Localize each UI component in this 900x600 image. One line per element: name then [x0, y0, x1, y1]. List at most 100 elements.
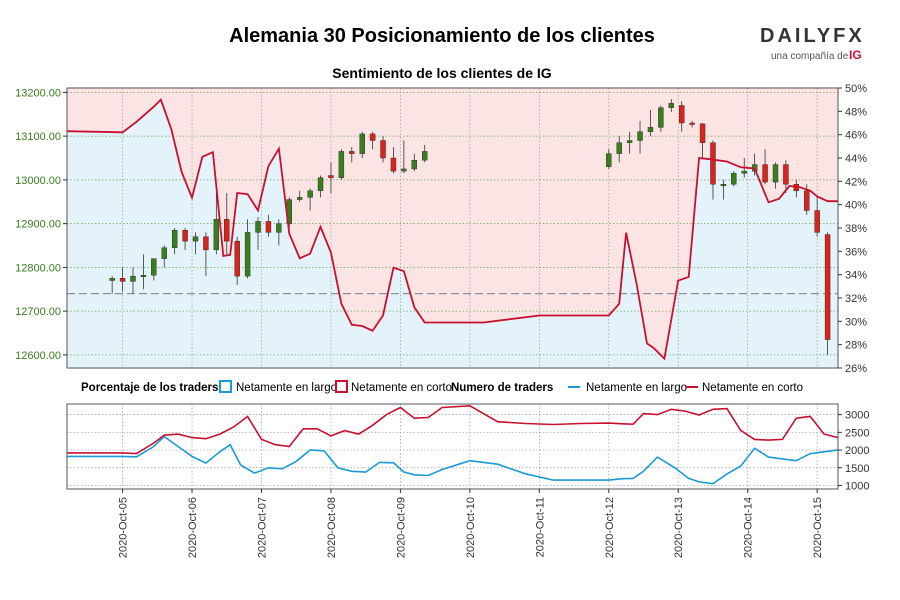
candle-body — [171, 229, 178, 248]
candle-down — [369, 131, 376, 150]
right-tick-label: 36% — [845, 246, 867, 258]
candle-body — [720, 184, 727, 186]
candle-down — [710, 140, 716, 200]
candle-body — [255, 221, 261, 233]
left-tick-label: 13000.00 — [15, 175, 61, 187]
legend: Porcentaje de los traders Netamente en l… — [81, 380, 803, 394]
candle-up — [130, 267, 136, 294]
right-tick-label: 28% — [845, 340, 867, 352]
candle-up — [668, 98, 674, 113]
left-tick-label: 12900.00 — [15, 219, 61, 231]
candle-body — [349, 151, 355, 154]
right-tick-label: 48% — [845, 106, 867, 118]
candle-body — [161, 247, 167, 259]
candle-down — [679, 101, 685, 132]
candle-body — [359, 133, 365, 154]
candle-body — [369, 133, 376, 141]
sentiment-areas — [67, 88, 838, 368]
candle-body — [224, 219, 230, 242]
candle-up — [307, 188, 313, 211]
candle-down — [380, 136, 386, 163]
candle-body — [203, 236, 209, 251]
candle-body — [647, 127, 654, 132]
candle-up — [338, 149, 345, 180]
x-axis-ticks: 2020-Oct-05 2020-Oct-06 2020-Oct-07 2020-Oc… — [118, 489, 824, 558]
candle-down — [762, 149, 768, 185]
left-tick-label: 12800.00 — [15, 262, 61, 274]
candle-down — [203, 232, 209, 277]
left-tick-label: 12600.00 — [15, 350, 61, 362]
candle-up — [411, 153, 417, 172]
legend-pct-short-swatch — [335, 380, 348, 393]
candle-body — [338, 151, 345, 178]
candle-up — [161, 245, 167, 268]
candle-body — [804, 190, 810, 211]
candle-down — [689, 120, 695, 128]
candle-up — [720, 179, 727, 200]
candle-up — [359, 131, 365, 158]
candle-body — [668, 103, 674, 108]
right-tick-label: 42% — [845, 176, 867, 188]
candle-up — [606, 149, 612, 169]
sentiment-line — [66, 98, 838, 361]
left-tick-label: 13100.00 — [15, 131, 61, 143]
legend-num-long: Netamente en largo — [586, 382, 687, 394]
candle-body — [380, 140, 386, 159]
traders-short-line — [67, 404, 839, 455]
low-tick-label: 1500 — [845, 463, 869, 475]
candle-up — [151, 258, 157, 281]
chart-title: Alemania 30 Posicionamiento de los clien… — [229, 25, 655, 47]
x-tick-label: 2020-Oct-12 — [604, 497, 616, 558]
candle-body — [213, 219, 220, 251]
candle-body — [307, 190, 313, 198]
candle-up — [401, 140, 407, 174]
x-tick-label: 2020-Oct-07 — [256, 497, 268, 558]
candle-body — [182, 229, 188, 242]
candle-down — [349, 147, 355, 163]
candle-body — [140, 275, 147, 277]
candle-body — [699, 123, 706, 143]
candle-body — [679, 105, 685, 124]
candle-body — [401, 168, 407, 172]
candle-up — [772, 162, 779, 189]
left-axis-ticks: 12600.00 12700.00 12800.00 12900.00 13000.00… — [15, 87, 67, 362]
candle-body — [689, 122, 695, 125]
candle-body — [606, 153, 612, 167]
candle-body — [762, 164, 768, 183]
right-tick-label: 32% — [845, 293, 867, 305]
candle-up — [171, 228, 178, 255]
candle-body — [772, 164, 779, 183]
left-tick-label: 12700.00 — [15, 306, 61, 318]
candle-down — [265, 214, 272, 237]
candle-body — [390, 157, 397, 172]
legend-pct-title: Porcentaje de los traders — [81, 382, 218, 394]
candle-body — [626, 140, 633, 143]
candle-down — [824, 232, 831, 355]
candle-body — [616, 142, 622, 154]
candle-body — [824, 234, 831, 340]
candle-up — [109, 276, 115, 294]
candle-up — [255, 217, 261, 250]
candle-down — [699, 123, 706, 158]
left-tick-label: 13200.00 — [15, 87, 61, 99]
x-tick-label: 2020-Oct-06 — [187, 497, 199, 558]
right-tick-label: 40% — [845, 200, 867, 212]
x-tick-label: 2020-Oct-10 — [465, 497, 477, 558]
candle-down — [328, 162, 334, 193]
candle-body — [317, 177, 324, 192]
right-tick-label: 44% — [845, 153, 867, 165]
candle-up — [731, 171, 737, 187]
candle-up — [422, 144, 428, 163]
candle-body — [741, 170, 747, 174]
chart-subtitle: Sentimiento de los clientes de IG — [332, 65, 551, 81]
candle-down — [814, 197, 820, 237]
candle-body — [783, 164, 789, 185]
candle-body — [411, 159, 417, 170]
x-tick-label: 2020-Oct-09 — [395, 497, 407, 558]
candles-group — [109, 98, 831, 355]
x-tick-label: 2020-Oct-15 — [812, 497, 824, 558]
candle-up — [244, 219, 251, 279]
candle-up — [140, 254, 147, 290]
